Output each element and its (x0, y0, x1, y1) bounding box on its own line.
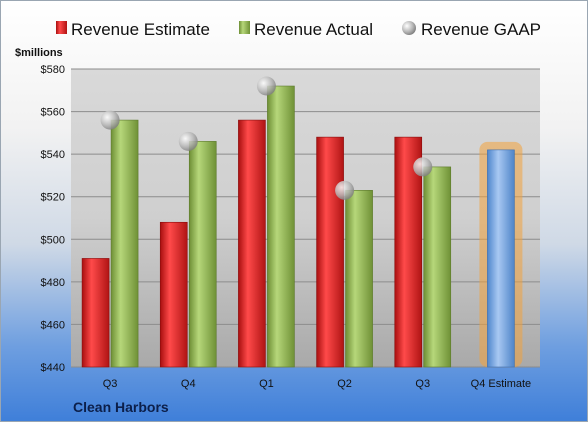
y-tick-label: $540 (41, 149, 65, 161)
y-tick-label: $520 (41, 192, 65, 204)
y-axis-labels: $440 $460 $480 $500 $520 $540 $560 $580 (41, 64, 65, 374)
bar-revenue-actual (423, 166, 452, 368)
y-tick-label: $480 (41, 277, 65, 289)
x-tick-label: Q3 (415, 378, 430, 390)
y-tick-label: $560 (41, 107, 65, 119)
y-tick-label: $440 (41, 362, 65, 374)
legend-label-actual: Revenue Actual (254, 20, 373, 39)
bar-revenue-estimate (238, 119, 266, 368)
legend-label-estimate: Revenue Estimate (71, 20, 210, 39)
x-tick-label: Q4 Estimate (471, 378, 532, 390)
gridlines (71, 68, 540, 368)
x-tick-label: Q4 (181, 378, 196, 390)
y-tick-label: $580 (41, 64, 65, 76)
y-tick-label: $460 (41, 319, 65, 331)
bar-revenue-actual (267, 85, 295, 368)
bar-revenue-estimate (81, 258, 110, 368)
marker-revenue-gaap (335, 180, 355, 200)
bar-revenue-estimate (159, 221, 188, 368)
bar-revenue-actual (110, 119, 139, 368)
bar-revenue-estimate (394, 136, 423, 368)
legend: Revenue Estimate Revenue Actual Revenue … (56, 20, 541, 39)
x-tick-label: Q2 (337, 378, 352, 390)
bars (81, 85, 523, 368)
bar-revenue-actual (345, 190, 373, 368)
bar-revenue-actual (188, 141, 217, 368)
legend-swatch-actual (239, 21, 250, 34)
plot-area (71, 69, 540, 367)
gaap-markers (100, 76, 433, 200)
legend-swatch-gaap (402, 21, 416, 35)
marker-revenue-gaap (413, 157, 433, 177)
marker-revenue-gaap (100, 110, 120, 130)
legend-label-gaap: Revenue GAAP (421, 20, 541, 39)
x-axis-labels: Q3 Q4 Q1 Q2 Q3 Q4 Estimate (103, 378, 531, 390)
company-name: Clean Harbors (73, 399, 169, 415)
marker-revenue-gaap (178, 131, 198, 151)
unit-label: $millions (15, 47, 63, 59)
bar-revenue-estimate (316, 136, 344, 368)
legend-swatch-estimate (56, 21, 67, 34)
bar-q4-estimate (487, 149, 515, 368)
x-tick-label: Q3 (103, 378, 118, 390)
x-tick-label: Q1 (259, 378, 274, 390)
y-tick-label: $500 (41, 234, 65, 246)
marker-revenue-gaap (256, 76, 276, 96)
